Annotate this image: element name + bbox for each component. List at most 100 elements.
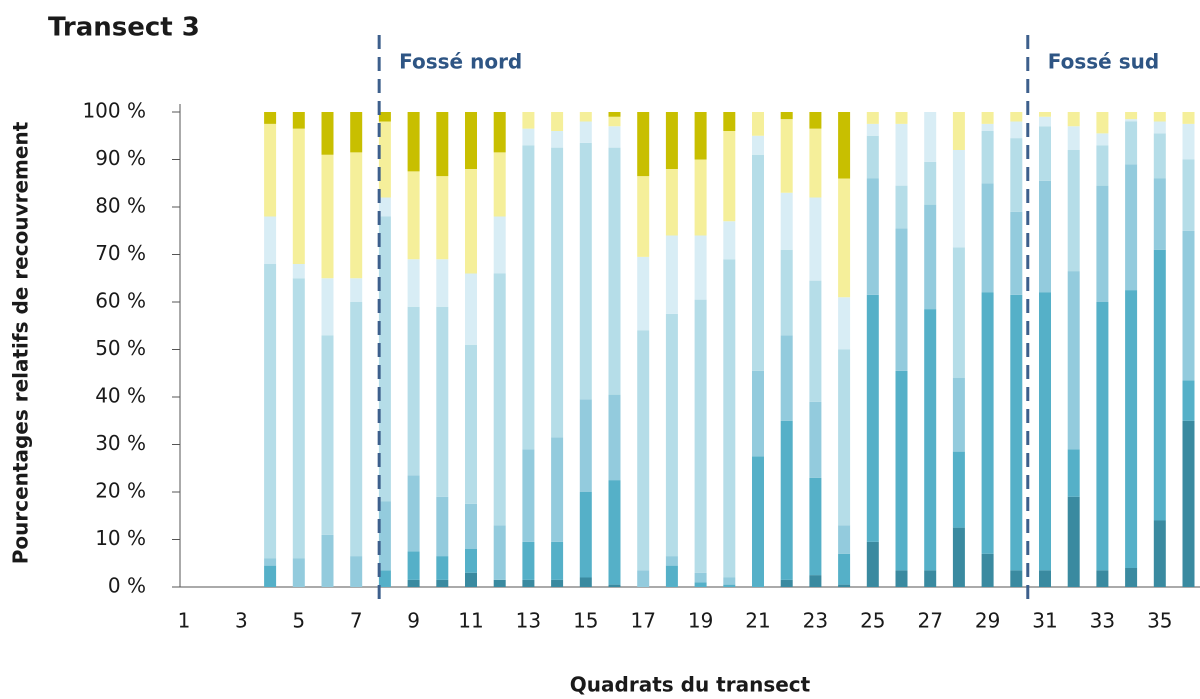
bar-segment (723, 259, 736, 578)
bar-segment (1182, 123, 1195, 160)
bar-segment (292, 264, 305, 279)
y-axis-label: Pourcentages relatifs de recouvrement (9, 121, 33, 564)
x-tick-label: 17 (630, 609, 655, 633)
x-tick-label: 1 (178, 609, 191, 633)
bar-segment (895, 185, 908, 229)
y-tick-label: 0 % (108, 574, 146, 598)
bar-segment (866, 135, 879, 179)
bar-segment (752, 154, 764, 371)
bar-segment (493, 273, 506, 526)
bar-segment (809, 112, 822, 129)
x-tick-label: 15 (573, 609, 598, 633)
bar-segment (866, 178, 879, 295)
x-tick-label: 13 (516, 609, 541, 633)
bar-segment (465, 549, 477, 573)
bar-segment (895, 370, 908, 571)
bar-segment (1153, 133, 1166, 179)
bar-segment (1125, 112, 1138, 120)
bar-segment (350, 278, 363, 302)
bar-segment (378, 197, 391, 217)
bar-segment (952, 112, 965, 150)
bar-segment (838, 349, 851, 526)
bar-segment (292, 112, 305, 129)
bar-segment (522, 145, 535, 450)
x-tick-label: 23 (803, 609, 828, 633)
bar-segment (493, 152, 506, 217)
y-tick-label: 50 % (95, 336, 146, 360)
x-tick-label: 21 (745, 609, 770, 633)
bar-segment (1096, 302, 1109, 571)
bar-segment (608, 112, 621, 117)
bar-segment (952, 451, 965, 528)
bar-segment (579, 121, 592, 143)
bar-segment (264, 123, 277, 217)
bar-segment (723, 584, 736, 587)
bar-segment (838, 178, 851, 298)
bar-segment (665, 112, 678, 169)
bar-segment (809, 197, 822, 281)
y-tick-label: 30 % (95, 431, 146, 455)
bar-segment (1182, 159, 1195, 231)
bar-segment (378, 501, 391, 571)
bar-segment (895, 570, 908, 587)
bar-segment (866, 123, 879, 136)
bar-segment (981, 292, 994, 554)
bar-segment (493, 216, 506, 274)
bar-segment (694, 235, 707, 300)
bar-segment (809, 280, 822, 402)
bar-segment (579, 112, 592, 122)
bar-segment (665, 313, 678, 557)
bar-segment (723, 221, 736, 260)
bar-segment (1096, 185, 1109, 302)
bar-segment (780, 119, 793, 193)
annotation: Fossé nord (399, 50, 522, 74)
bar-segment (1067, 126, 1080, 150)
bar-segment (1153, 178, 1166, 250)
bar-segment (1125, 164, 1138, 291)
bar-segment (579, 399, 592, 492)
bar-segment (1096, 570, 1109, 587)
x-tick-label: 5 (292, 609, 305, 633)
bar-segment (1096, 133, 1109, 146)
bar-segment (292, 558, 305, 587)
bar-segment (1153, 112, 1166, 122)
bar-segment (1125, 568, 1138, 587)
bar-segment (551, 579, 564, 587)
bar-segment (665, 235, 678, 314)
bar-segment (407, 112, 420, 172)
bar-segment (1182, 112, 1195, 124)
bar-segment (838, 525, 851, 554)
bar-segment (407, 171, 420, 260)
bar-segment (378, 570, 391, 587)
bar-segment (436, 556, 449, 580)
x-tick-label: 25 (860, 609, 885, 633)
bar-segment (436, 306, 449, 497)
bar-segment (493, 112, 506, 153)
bar-segment (637, 112, 650, 177)
bar-segment (551, 541, 564, 580)
bar-segment (1039, 116, 1051, 127)
bar-segment (637, 570, 650, 587)
y-tick-label: 70 % (95, 241, 146, 265)
y-tick-label: 40 % (95, 384, 146, 408)
bar-segment (608, 480, 621, 585)
bar-segment (579, 492, 592, 578)
bar-segment (924, 161, 937, 205)
bar-segment (465, 273, 477, 345)
x-tick-label: 19 (688, 609, 713, 633)
bar-segment (809, 401, 822, 478)
bar-segment (350, 152, 363, 279)
bar-segment (981, 112, 994, 124)
bar-segment (1039, 180, 1051, 293)
bar-segment (321, 112, 334, 155)
bar-segment (1182, 380, 1195, 421)
bar-segment (838, 584, 851, 587)
bar-segment (981, 131, 994, 184)
y-tick-label: 100 % (82, 99, 146, 123)
bar-segment (1010, 294, 1023, 571)
bar-segment (579, 142, 592, 400)
bar-segment (1125, 119, 1138, 122)
x-tick-label: 33 (1090, 609, 1115, 633)
bar-segment (1039, 112, 1051, 117)
bar-segment (321, 335, 334, 535)
